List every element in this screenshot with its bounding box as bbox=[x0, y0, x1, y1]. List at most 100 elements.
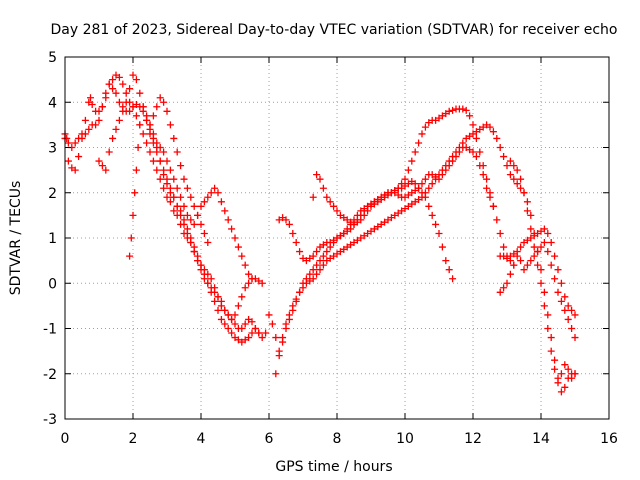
data-point bbox=[523, 198, 531, 206]
series-7 bbox=[272, 121, 579, 396]
data-point bbox=[217, 198, 225, 206]
data-point bbox=[306, 270, 314, 278]
data-point bbox=[245, 270, 253, 278]
data-point bbox=[129, 71, 137, 79]
data-point bbox=[442, 257, 450, 265]
y-tick-label: 1 bbox=[48, 231, 57, 247]
data-point bbox=[513, 180, 521, 188]
series-5 bbox=[265, 105, 518, 355]
data-point bbox=[564, 315, 572, 323]
data-point bbox=[126, 107, 134, 115]
data-point bbox=[547, 334, 555, 342]
data-point bbox=[170, 134, 178, 142]
data-point bbox=[472, 134, 480, 142]
data-point bbox=[449, 106, 457, 114]
data-point bbox=[534, 248, 542, 256]
data-point bbox=[200, 198, 208, 206]
data-point bbox=[442, 166, 450, 174]
data-point bbox=[527, 211, 535, 219]
data-point bbox=[401, 175, 409, 183]
data-point bbox=[292, 295, 300, 303]
data-point bbox=[421, 175, 429, 183]
data-point bbox=[421, 189, 429, 197]
data-point bbox=[299, 284, 307, 292]
data-point bbox=[238, 293, 246, 301]
x-tick-label: 14 bbox=[532, 431, 550, 447]
y-tick-label: -3 bbox=[43, 412, 57, 428]
data-point bbox=[183, 229, 191, 237]
data-point bbox=[217, 315, 225, 323]
data-point bbox=[163, 175, 171, 183]
y-tick-label: 4 bbox=[48, 95, 57, 111]
data-point bbox=[170, 175, 178, 183]
data-point bbox=[115, 73, 123, 81]
data-point bbox=[102, 166, 110, 174]
data-point bbox=[153, 139, 161, 147]
data-point bbox=[564, 302, 572, 310]
series-6 bbox=[275, 177, 457, 283]
data-point bbox=[445, 107, 453, 115]
data-point bbox=[449, 157, 457, 165]
y-tick-label: -2 bbox=[43, 367, 57, 383]
data-point bbox=[506, 270, 514, 278]
data-point bbox=[183, 184, 191, 192]
data-point bbox=[112, 125, 120, 133]
data-point bbox=[493, 216, 501, 224]
data-point bbox=[537, 266, 545, 274]
data-point bbox=[109, 134, 117, 142]
data-point bbox=[149, 130, 157, 138]
data-point bbox=[122, 89, 130, 97]
y-tick-label: -1 bbox=[43, 322, 57, 338]
data-point bbox=[81, 116, 89, 124]
data-point bbox=[146, 148, 154, 156]
data-point bbox=[136, 89, 144, 97]
data-point bbox=[360, 207, 368, 215]
data-point bbox=[146, 121, 154, 129]
data-point bbox=[204, 270, 212, 278]
data-point bbox=[183, 211, 191, 219]
data-point bbox=[126, 85, 134, 93]
data-point bbox=[496, 144, 504, 151]
data-point bbox=[190, 220, 198, 228]
data-point bbox=[268, 320, 276, 328]
data-point bbox=[200, 275, 208, 283]
data-point bbox=[156, 157, 164, 165]
data-point bbox=[513, 166, 521, 174]
data-point bbox=[520, 189, 528, 197]
data-point bbox=[163, 157, 171, 165]
data-point bbox=[350, 220, 358, 228]
data-point bbox=[143, 139, 151, 147]
data-point bbox=[557, 297, 565, 305]
data-point bbox=[489, 128, 497, 136]
series-1 bbox=[61, 71, 263, 337]
data-point bbox=[313, 270, 321, 278]
data-point bbox=[449, 275, 457, 283]
data-point bbox=[551, 356, 559, 364]
data-point bbox=[309, 275, 317, 283]
data-point bbox=[551, 365, 559, 373]
data-point bbox=[517, 243, 525, 251]
data-point bbox=[200, 266, 208, 274]
data-point bbox=[197, 261, 205, 269]
data-point bbox=[421, 123, 429, 131]
x-tick-label: 4 bbox=[197, 431, 206, 447]
data-point bbox=[119, 107, 127, 115]
data-point bbox=[319, 261, 327, 269]
data-point bbox=[180, 175, 188, 183]
data-point bbox=[139, 103, 147, 111]
data-point bbox=[166, 166, 174, 174]
data-point bbox=[275, 352, 283, 360]
data-point bbox=[197, 220, 205, 228]
data-point bbox=[537, 243, 545, 251]
data-point bbox=[190, 248, 198, 256]
data-point bbox=[115, 116, 123, 124]
data-point bbox=[510, 162, 518, 170]
data-point bbox=[428, 180, 436, 188]
chart-title: Day 281 of 2023, Sidereal Day-to-day VTE… bbox=[51, 22, 618, 38]
data-point bbox=[160, 98, 168, 106]
data-point bbox=[262, 329, 270, 337]
series-10 bbox=[496, 239, 579, 342]
data-point bbox=[187, 193, 195, 201]
data-point bbox=[462, 106, 470, 114]
